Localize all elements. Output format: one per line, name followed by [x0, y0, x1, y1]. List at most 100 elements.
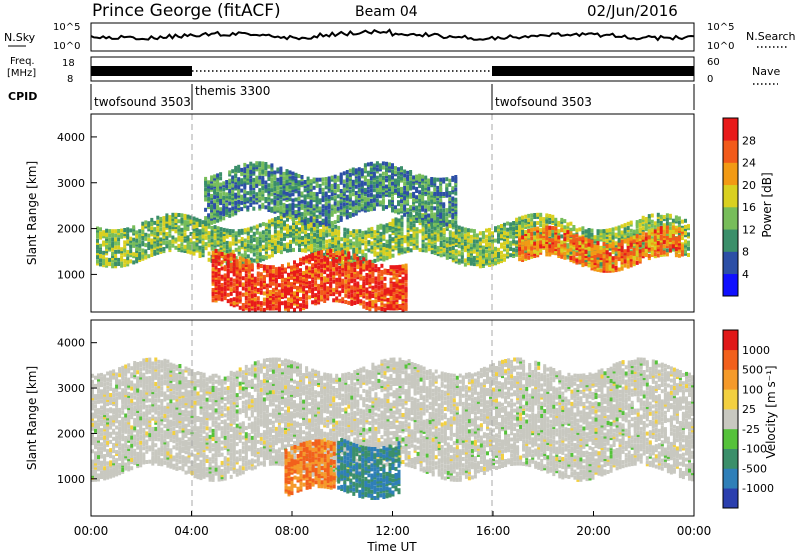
scatter-cell [587, 238, 591, 243]
scatter-cell [162, 222, 166, 227]
scatter-cell [255, 247, 259, 252]
scatter-cell [412, 177, 416, 182]
scatter-cell [383, 303, 387, 308]
scatter-cell [213, 205, 217, 210]
scatter-cell [376, 224, 380, 229]
scatter-cell [348, 205, 352, 210]
scatter-cell [427, 213, 431, 218]
scatter-cell [183, 238, 187, 243]
scatter-cell [324, 212, 328, 217]
scatter-cell [611, 233, 615, 238]
nave-tick-bottom: 0 [707, 74, 713, 85]
scatter-cell [578, 241, 582, 246]
scatter-cell [394, 184, 397, 189]
scatter-cell [392, 294, 396, 299]
scatter-cell [285, 185, 289, 190]
scatter-cell [255, 179, 259, 184]
scatter-cell [563, 245, 567, 250]
scatter-cell [238, 277, 242, 281]
scatter-cell [214, 294, 218, 299]
scatter-cell [326, 251, 330, 256]
scatter-cell [524, 230, 528, 234]
scatter-cell [294, 172, 298, 177]
scatter-cell [430, 199, 434, 204]
scatter-cell [375, 161, 379, 166]
scatter-cell [385, 190, 388, 195]
scatter-cell [300, 216, 304, 221]
scatter-cell [219, 235, 223, 240]
scatter-cell [365, 301, 369, 306]
scatter-cell [123, 263, 127, 268]
scatter-cell [365, 279, 369, 284]
scatter-cell [551, 250, 555, 255]
scatter-cell [244, 300, 248, 305]
scatter-cell [333, 183, 337, 187]
scatter-cell [186, 214, 190, 219]
scatter-cell [481, 262, 485, 266]
scatter-cell [590, 256, 594, 261]
scatter-cell [326, 273, 330, 278]
scatter-cell [162, 249, 166, 254]
scatter-cell [500, 224, 503, 228]
scatter-cell [478, 231, 482, 236]
scatter-cell [306, 186, 310, 191]
scatter-cell [380, 280, 384, 285]
scatter-cell [365, 277, 369, 282]
scatter-cell [177, 227, 181, 232]
scatter-cell [285, 181, 289, 186]
scatter-cell [279, 205, 283, 210]
scatter-cell [297, 174, 301, 178]
scatter-cell [204, 183, 208, 188]
scatter-cell [111, 251, 115, 256]
scatter-cell [454, 197, 458, 202]
scatter-cell [584, 254, 588, 258]
scatter-cell [129, 238, 133, 243]
scatter-cell [305, 300, 309, 305]
scatter-cell [296, 292, 299, 297]
scatter-cell [213, 184, 217, 189]
scatter-cell [358, 237, 362, 242]
scatter-cell [300, 220, 304, 225]
scatter-cell [377, 281, 381, 286]
scatter-cell [581, 254, 585, 259]
scatter-cell [512, 221, 516, 225]
scatter-cell [400, 221, 404, 226]
scatter-cell [383, 295, 387, 300]
scatter-cell [96, 238, 99, 243]
scatter-cell [315, 194, 319, 199]
scatter-cell [309, 204, 313, 208]
scatter-cell [129, 253, 133, 258]
scatter-cell [240, 180, 244, 185]
scatter-cell [401, 305, 405, 310]
scatter-cell [494, 246, 497, 251]
scatter-cell [300, 175, 304, 179]
scatter-cell [373, 258, 377, 263]
scatter-cell [99, 243, 102, 248]
scatter-cell [319, 239, 323, 244]
scatter-cell [262, 274, 266, 279]
scatter-cell [424, 214, 428, 219]
scatter-cell [349, 239, 353, 244]
scatter-cell [247, 268, 251, 273]
scatter-cell [524, 214, 528, 219]
scatter-cell [345, 198, 349, 203]
scatter-cell [442, 202, 446, 207]
scatter-cell [306, 176, 310, 181]
scatter-cell [415, 239, 419, 244]
scatter-cell [265, 287, 269, 292]
scatter-cell [277, 303, 281, 308]
scatter-cell [210, 175, 214, 180]
scatter-cell [632, 247, 636, 252]
scatter-cell [436, 221, 440, 225]
scatter-cell [421, 180, 425, 185]
scatter-cell [313, 216, 317, 221]
scatter-cell [307, 237, 311, 242]
scatter-cell [590, 232, 594, 237]
scatter-cell [394, 170, 397, 175]
scatter-cell [392, 267, 396, 272]
scatter-cell [123, 248, 127, 253]
scatter-cell [211, 252, 215, 257]
scatter-cell [279, 209, 283, 214]
scatter-cell [297, 211, 301, 216]
scatter-cell [223, 285, 227, 290]
